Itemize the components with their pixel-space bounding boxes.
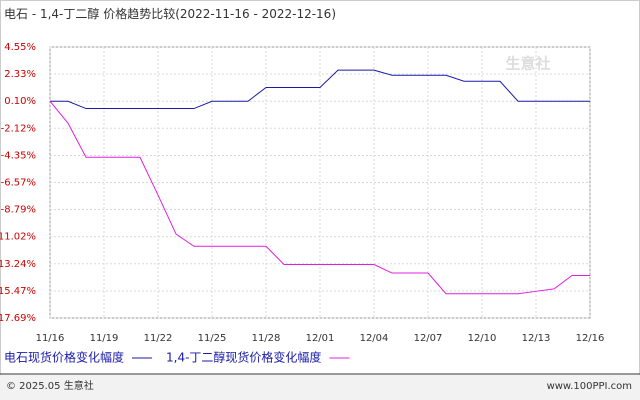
title: 电石 - 1,4-丁二醇 价格趋势比较	[4, 6, 175, 21]
legend-label: 1,4-丁二醇现货价格变化幅度	[166, 350, 321, 365]
y-tick-label: -8.79%	[1, 205, 36, 216]
y-tick-label: -13.24%	[0, 259, 36, 270]
footer-bg	[0, 375, 640, 400]
series-line	[50, 69, 590, 110]
y-tick-label: -11.02%	[0, 232, 36, 243]
subtitle: (2022-11-16 - 2022-12-16)	[175, 7, 336, 21]
footer-left: © 2025.05 生意社	[6, 379, 94, 392]
y-tick-label: -2.12%	[1, 123, 36, 134]
x-tick-label: 11/25	[198, 333, 227, 344]
watermark: 生意社	[505, 55, 550, 73]
x-tick-label: 12/13	[522, 333, 551, 344]
x-tick-label: 12/16	[576, 333, 605, 344]
y-tick-label: -17.69%	[0, 313, 36, 324]
y-tick-label: 2.33%	[4, 69, 36, 80]
legend-label: 电石现货价格变化幅度	[4, 350, 124, 365]
y-tick-label: -4.35%	[1, 150, 36, 161]
x-tick-label: 12/01	[306, 333, 335, 344]
x-tick-label: 11/22	[144, 333, 173, 344]
x-tick-label: 12/04	[360, 333, 389, 344]
series-line	[49, 100, 590, 295]
chart-title: 电石 - 1,4-丁二醇 价格趋势比较(2022-11-16 - 2022-12…	[4, 6, 336, 21]
footer-right: www.100PPI.com	[547, 381, 632, 392]
y-tick-label: -6.57%	[1, 178, 36, 189]
y-tick-label: 4.55%	[4, 42, 36, 53]
y-tick-label: 0.10%	[4, 96, 36, 107]
x-tick-label: 11/16	[36, 333, 65, 344]
y-tick-label: -15.47%	[0, 286, 36, 297]
x-tick-label: 12/07	[414, 333, 443, 344]
x-tick-label: 11/19	[90, 333, 119, 344]
x-tick-label: 11/28	[252, 333, 281, 344]
x-tick-label: 12/10	[468, 333, 497, 344]
